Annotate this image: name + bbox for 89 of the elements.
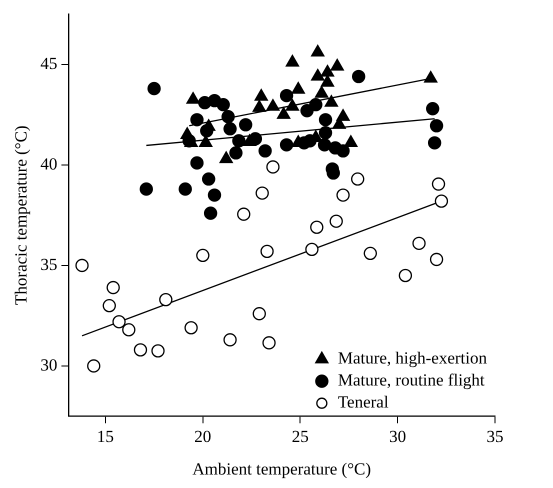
point (252, 100, 266, 112)
point (428, 136, 442, 150)
point (159, 292, 172, 306)
point (260, 244, 274, 258)
point (320, 64, 334, 77)
point (208, 188, 222, 202)
point (134, 343, 148, 357)
point (223, 122, 237, 136)
point (219, 151, 233, 164)
point (432, 177, 446, 191)
point (434, 194, 448, 208)
point (190, 156, 204, 170)
point (202, 172, 216, 186)
point (178, 182, 192, 196)
point (256, 186, 269, 200)
point (309, 98, 322, 112)
point (266, 99, 280, 111)
point (229, 146, 243, 160)
point (292, 82, 305, 94)
x-axis-title: Ambient temperature (°C) (192, 459, 372, 478)
point (258, 144, 272, 158)
point (305, 242, 319, 256)
point (232, 134, 246, 148)
y-tick-label: 30 (40, 355, 58, 374)
point (351, 172, 364, 186)
point (184, 321, 198, 334)
point (262, 336, 276, 350)
point (286, 54, 300, 67)
point (430, 119, 444, 132)
point (199, 135, 212, 147)
point (151, 344, 165, 358)
point (280, 138, 294, 152)
point (204, 206, 218, 220)
point (242, 134, 256, 146)
point (102, 299, 116, 312)
point (364, 246, 377, 260)
point (314, 86, 328, 98)
point (252, 307, 266, 320)
point (320, 74, 334, 87)
point (196, 248, 210, 262)
point (318, 126, 332, 140)
point (140, 182, 153, 196)
y-axis-title: Thoracic temperature (°C) (12, 125, 31, 305)
point (426, 102, 440, 116)
point (106, 280, 120, 294)
point (311, 44, 324, 57)
point (300, 104, 314, 118)
legend-label: Mature, high-exertion (338, 348, 488, 368)
point (122, 323, 136, 336)
legend-label: Mature, routine flight (338, 370, 485, 390)
point (398, 268, 412, 282)
y-tick-label: 35 (40, 254, 58, 274)
point (280, 88, 294, 102)
x-tick-label: 30 (389, 426, 406, 446)
point (266, 160, 280, 174)
point (276, 107, 290, 119)
point (87, 359, 100, 373)
point (221, 110, 235, 124)
x-tick-label: 25 (292, 426, 309, 446)
point (344, 135, 358, 147)
point (352, 70, 366, 84)
point (336, 144, 350, 158)
point (330, 58, 344, 71)
point (412, 236, 426, 250)
point (318, 113, 332, 126)
x-tick-label: 35 (486, 426, 504, 446)
point (216, 98, 230, 112)
point (336, 188, 350, 202)
point (147, 82, 161, 96)
point (324, 94, 338, 107)
x-tick-label: 15 (96, 426, 114, 446)
x-tick-label: 20 (194, 426, 212, 446)
y-tick-label: 40 (40, 154, 58, 174)
legend-label: Teneral (338, 392, 389, 412)
point (237, 208, 250, 221)
point (286, 99, 300, 111)
point (310, 220, 324, 234)
y-tick-label: 45 (40, 54, 58, 73)
point (430, 252, 444, 266)
point (424, 70, 438, 83)
point (239, 118, 252, 132)
point (223, 333, 237, 346)
point (311, 68, 324, 81)
point (112, 315, 126, 328)
point (186, 92, 200, 104)
point (190, 113, 204, 126)
point (75, 258, 89, 272)
point (330, 214, 343, 228)
point (254, 88, 268, 101)
